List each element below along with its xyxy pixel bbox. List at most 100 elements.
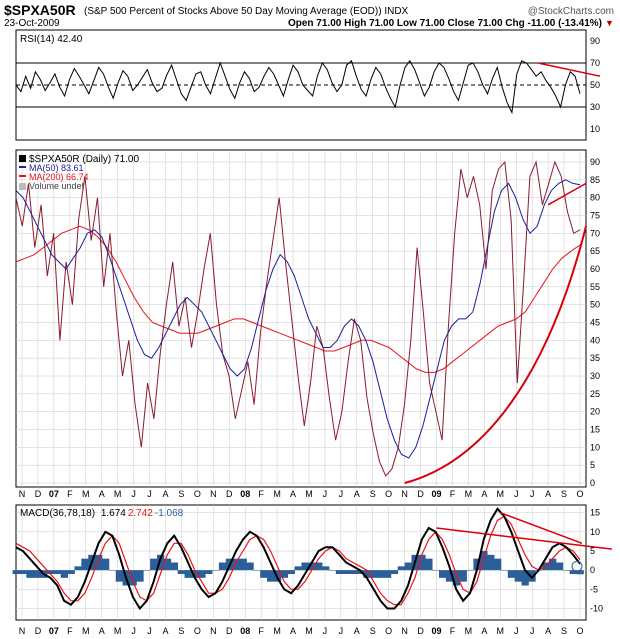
histogram-bar [370,570,378,578]
price-x-tick-label: J [530,489,535,499]
histogram-bar [218,562,227,571]
histogram-bar [177,570,185,574]
price-x-tick-label: F [67,489,73,499]
macd-x-tick-label: S [370,626,376,636]
price-tick-label: 65 [590,246,600,256]
down-arrow-icon: ▼ [605,18,614,28]
macd-x-tick-label: D [226,626,233,636]
macd-legend-name: MACD(36,78,18) [20,508,95,519]
macd-x-tick-label: J [131,626,136,636]
chart-date: 23-Oct-2009 [4,18,60,29]
histogram-bar [494,558,502,571]
histogram-bar [108,570,117,571]
macd-x-tick-label: F [258,626,264,636]
price-x-tick-label: D [226,489,233,499]
price-x-tick-label: M [497,489,505,499]
histogram-bar [569,570,577,574]
histogram-bar [157,554,165,571]
legend-swatch-price [19,155,26,162]
price-tick-label: 55 [590,282,600,292]
histogram-bar [480,551,488,571]
macd-trendline [500,511,583,545]
price-tick-label: 50 [590,300,600,310]
price-x-tick-label: S [370,489,376,499]
macd-legend-signal: 2.742 [128,508,153,519]
histogram-bar [383,570,392,578]
price-x-tick-label: S [561,489,567,499]
macd-trendline [436,527,613,550]
macd-x-tick-label: N [19,626,26,636]
histogram-bar [487,554,495,571]
histogram-bar [239,558,247,571]
price-tick-label: 15 [590,425,600,435]
macd-tick-label: -5 [590,584,598,594]
price-x-axis: N D 07 F M A M J J A S O N D 08 F M A M J J A S O N D 09 F M A M J J A S O [19,489,584,499]
price-x-tick-label: S [178,489,184,499]
price-x-tick-label: 09 [432,489,442,499]
price-x-tick-label: M [82,489,90,499]
histogram-bar [184,570,192,578]
support-trendline [404,225,587,484]
macd-x-axis: N D 07 F M A M J J A S O N D 08 F M A M J J A S O N D 09 F M A M J J A S O [19,626,584,636]
macd-x-tick-label: A [99,626,105,636]
histogram-bar [115,570,124,582]
histogram-bar [12,570,20,574]
price-tick-label: 0 [590,478,595,488]
price-x-tick-label: J [131,489,136,499]
macd-x-tick-label: M [114,626,122,636]
histogram-bar [150,558,158,571]
price-tick-label: 75 [590,211,600,221]
macd-x-tick-label: M [273,626,281,636]
histogram-bar [356,570,364,574]
histogram-bar [212,570,220,571]
histogram-bar [46,570,55,574]
price-tick-label: 40 [590,335,600,345]
macd-x-tick-label: A [481,626,487,636]
price-x-tick-label: O [385,489,392,499]
histogram-bar [466,570,474,571]
price-x-tick-label: N [210,489,217,499]
macd-x-tick-label: A [162,626,168,636]
histogram-bar [143,570,151,571]
price-x-tick-label: A [162,489,168,499]
histogram-bar [101,558,110,571]
macd-tick-label: -10 [590,604,603,614]
histogram-bar [377,570,385,578]
price-legend: $SPXA50R (Daily) 71.00 MA(50) 83.61 MA(2… [19,154,139,191]
chart-symbol: $SPXA50R [4,2,76,18]
price-x-tick-label: 08 [240,489,250,499]
ohlc-summary: Open 71.00 High 71.00 Low 71.00 Close 71… [288,18,602,29]
price-tick-label: 60 [590,264,600,274]
histogram-bar [432,570,440,571]
price-x-tick-label: D [35,489,42,499]
macd-crossover-marker [571,560,583,572]
histogram-bar [514,570,522,582]
histogram-bar [163,558,172,571]
histogram-bar [33,570,41,578]
price-x-tick-label: F [450,489,456,499]
price-x-tick-label: N [19,489,26,499]
histogram-bar [404,562,412,571]
rsi-legend: RSI(14) 42.40 [20,34,83,45]
price-tick-label: 80 [590,193,600,203]
rsi-tick-label: 30 [590,102,600,112]
price-tick-label: 10 [590,442,600,452]
price-x-tick-label: A [545,489,551,499]
rsi-panel: 90 70 50 30 10 RSI(14) 42.40 [15,29,601,141]
price-tick-label: 5 [590,460,595,470]
chart-description: (S&P 500 Percent of Stocks Above 50 Day … [84,6,409,17]
histogram-bar [397,566,406,571]
histogram-bar [308,562,316,571]
macd-x-tick-label: J [147,626,152,636]
histogram-bar [315,562,323,571]
histogram-bar [205,570,213,574]
price-tick-label: 30 [590,371,600,381]
price-tick-label: 45 [590,318,600,328]
histogram-bar [425,558,433,571]
macd-legend-label: MACD(36,78,18) 1.674 2.742 -1.068 [20,508,184,519]
price-x-tick-label: A [99,489,105,499]
histogram-bar [390,570,399,574]
macd-x-tick-label: 08 [240,626,250,636]
histogram-bar [19,570,27,574]
